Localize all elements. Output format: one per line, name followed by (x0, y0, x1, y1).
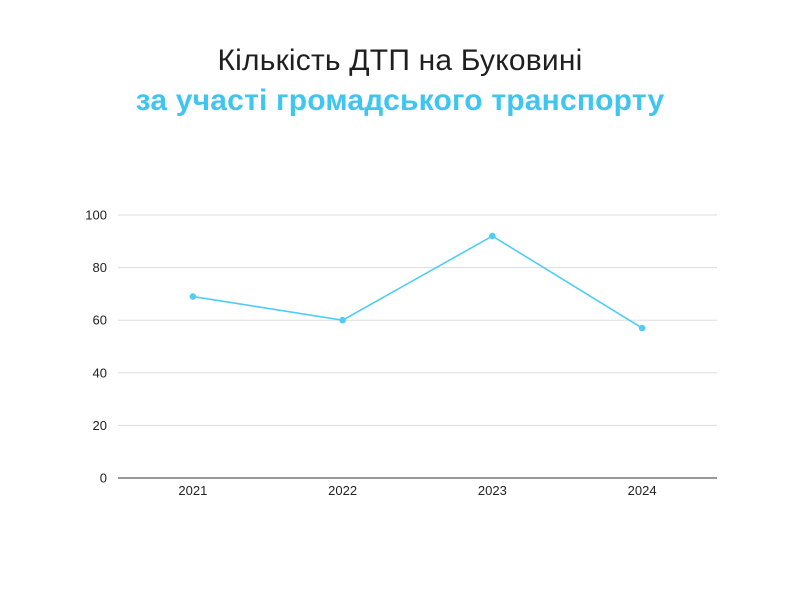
y-tick-label: 60 (93, 313, 107, 328)
y-tick-label: 0 (100, 471, 107, 486)
y-tick-label: 100 (85, 208, 107, 223)
y-tick-label: 80 (93, 260, 107, 275)
chart-subtitle: за участі громадського транспорту (135, 84, 665, 117)
data-point (638, 324, 646, 332)
data-point (189, 293, 197, 300)
y-tick-label: 20 (93, 418, 107, 433)
x-tick-label: 2022 (328, 483, 357, 498)
x-tick-label: 2021 (178, 483, 207, 498)
data-point (489, 232, 496, 240)
y-tick-label: 40 (93, 365, 107, 380)
data-point (339, 316, 346, 324)
chart-title: Кількість ДТП на Буковині (217, 44, 583, 77)
series-line (192, 235, 643, 329)
x-tick-label: 2023 (478, 483, 507, 498)
x-tick-label: 2024 (628, 483, 657, 498)
